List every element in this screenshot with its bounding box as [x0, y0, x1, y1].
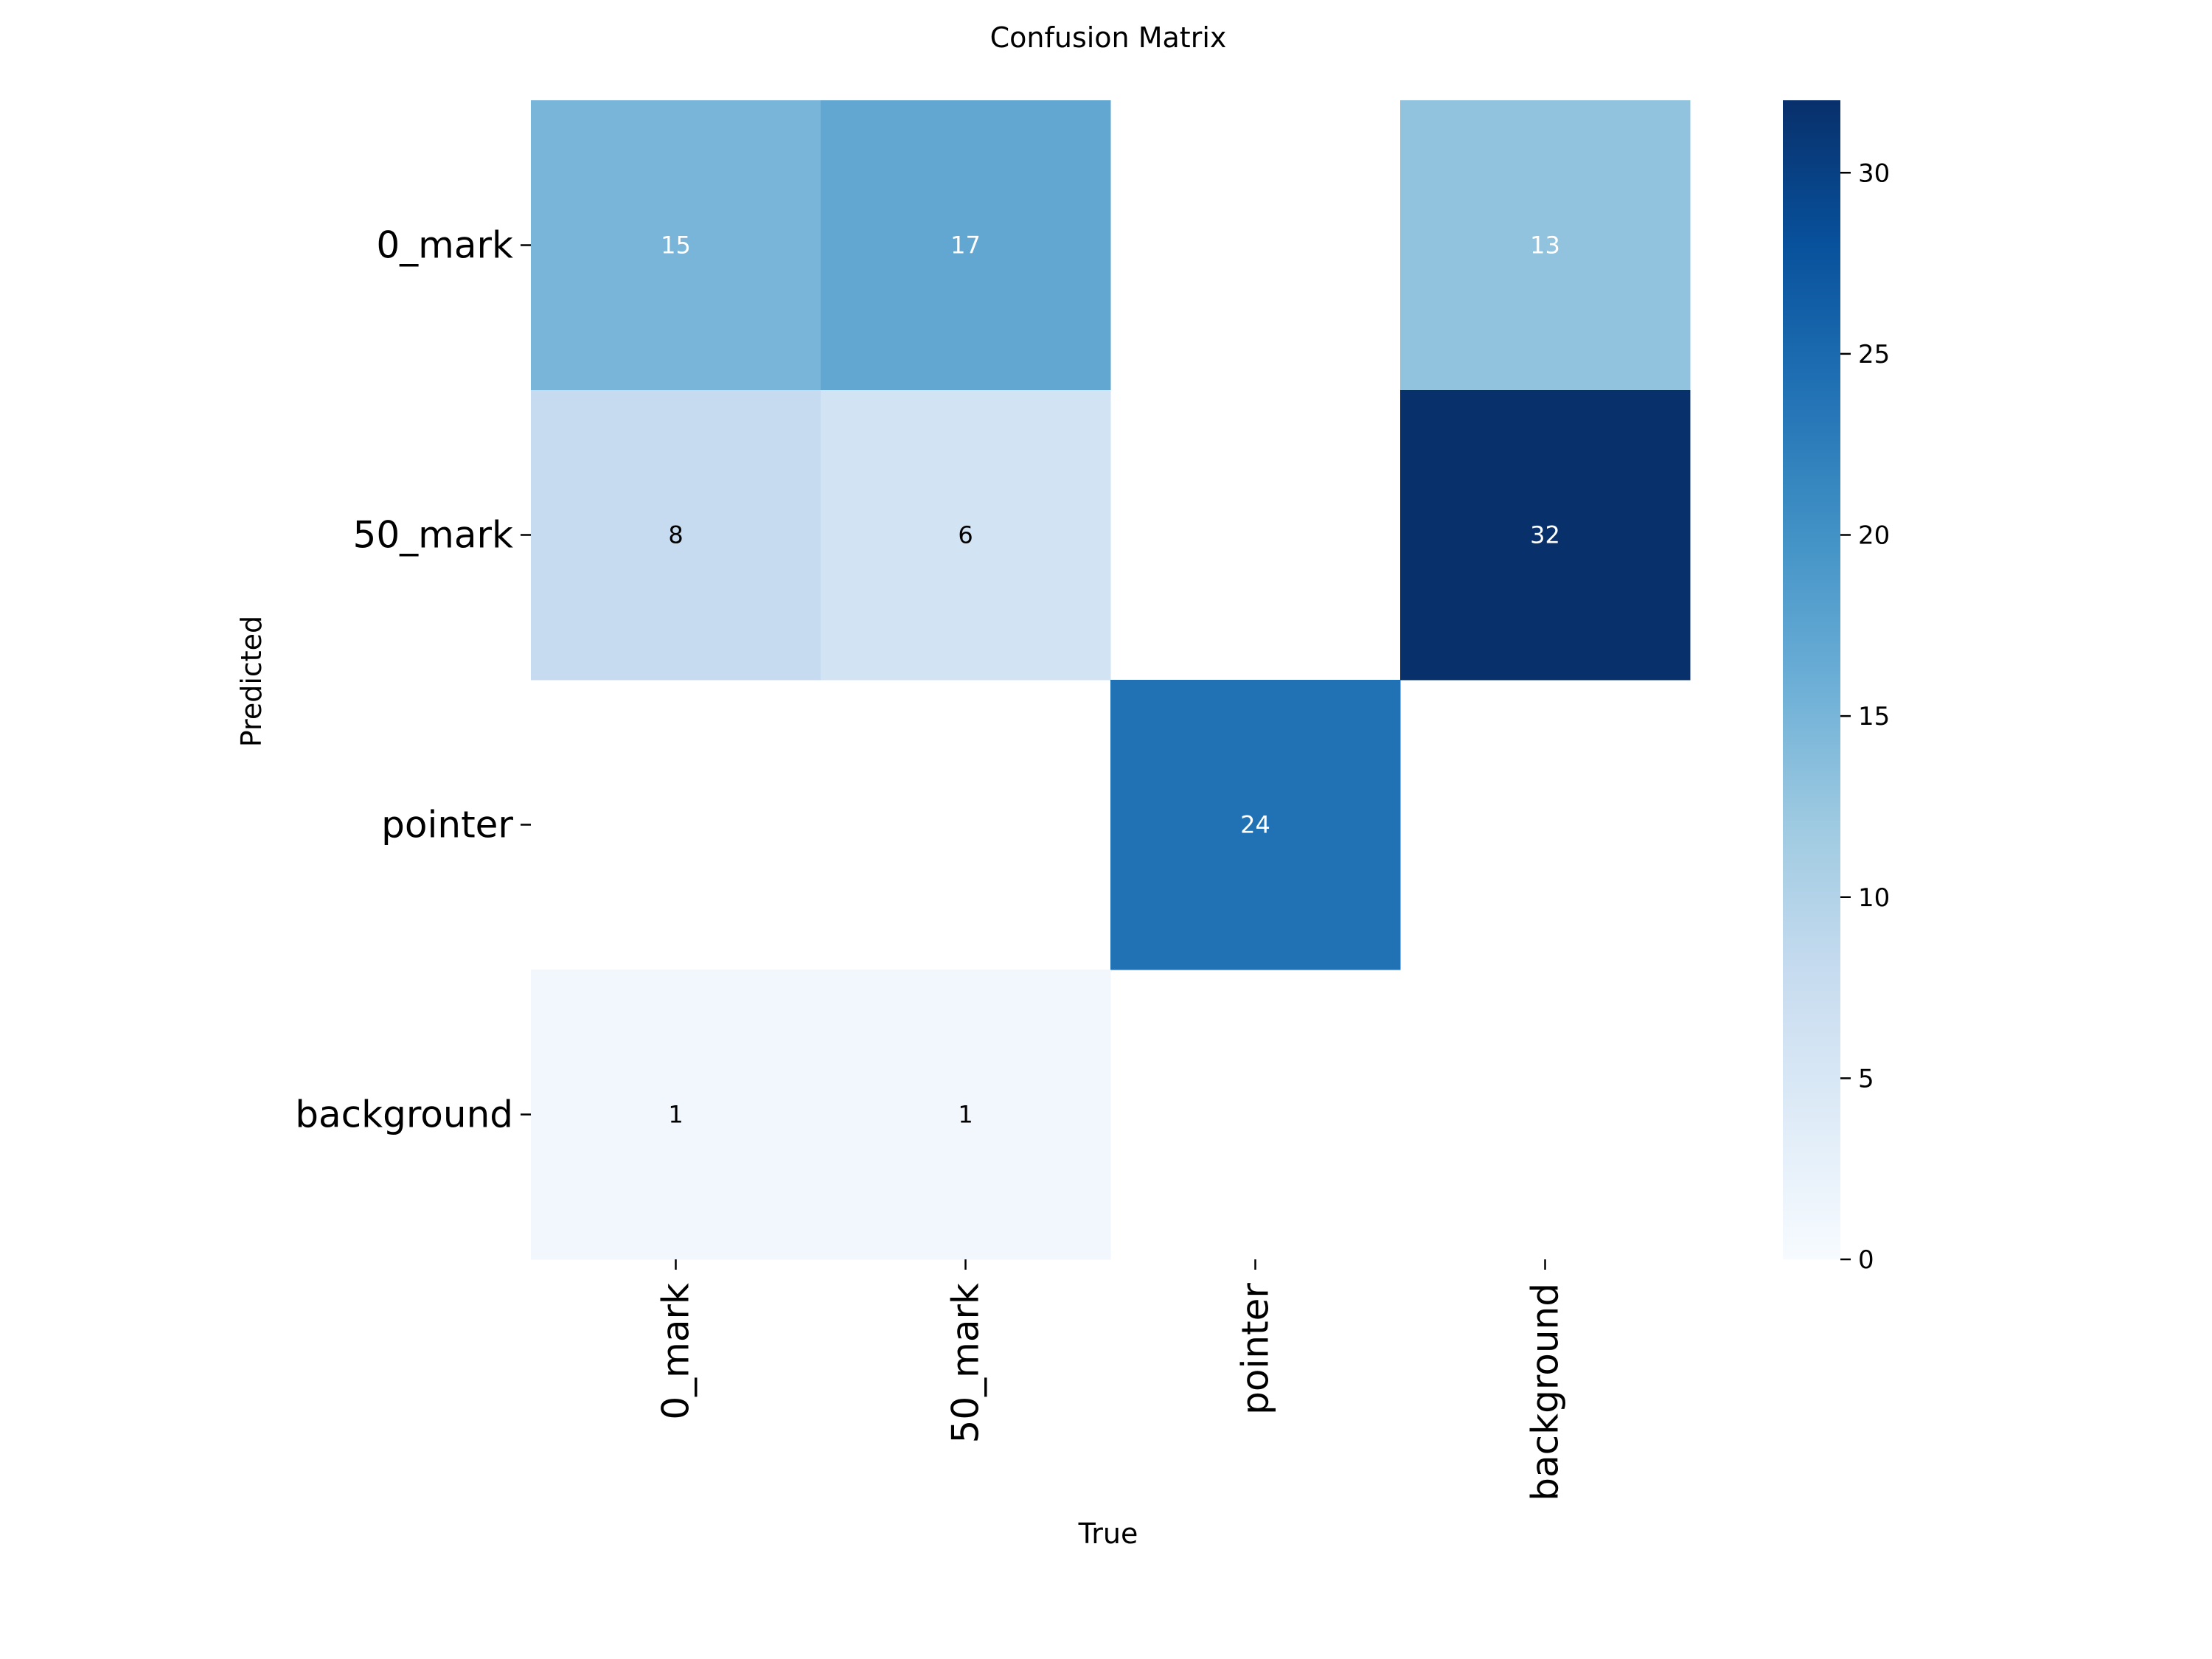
cell-value-label: 6 [958, 521, 973, 549]
cell-value-label: 17 [950, 232, 981, 260]
colorbar-tick-label: 30 [1858, 159, 1890, 188]
y-tick-label: background [295, 1093, 513, 1136]
heatmap-cell [531, 970, 821, 1260]
x-axis-ticks: 0_mark 50_mark pointer background [655, 1259, 1567, 1501]
cell-value-label: 32 [1530, 521, 1560, 549]
x-tick-label: pointer [1234, 1283, 1277, 1415]
y-tick-label: 50_mark [353, 514, 514, 557]
cell-value-label: 1 [668, 1101, 683, 1129]
x-tick-label: 50_mark [945, 1283, 987, 1444]
heatmap-cell [531, 100, 821, 391]
colorbar-tick-label: 5 [1858, 1064, 1874, 1093]
colorbar-tick-label: 10 [1858, 883, 1890, 913]
cell-value-label: 13 [1530, 232, 1560, 260]
chart-title: Confusion Matrix [990, 21, 1227, 54]
heatmap-cell [1110, 680, 1401, 970]
heatmap-cell [821, 390, 1111, 681]
colorbar-tick-label: 0 [1858, 1245, 1874, 1275]
colorbar-tick-label: 20 [1858, 521, 1890, 551]
cell-value-label: 8 [668, 521, 683, 549]
colorbar-tick-label: 25 [1858, 340, 1890, 369]
x-tick-label: 0_mark [655, 1283, 698, 1420]
heatmap-cell [1400, 100, 1691, 391]
y-tick-label: pointer [381, 804, 513, 846]
heatmap-cell [1400, 390, 1691, 681]
cell-value-label: 24 [1240, 811, 1270, 839]
colorbar: 0 5 10 15 20 25 30 [1783, 100, 1890, 1275]
colorbar-tick-label: 15 [1858, 702, 1890, 731]
cell-value-label: 15 [661, 232, 691, 260]
colorbar-gradient [1783, 100, 1840, 1259]
cell-value-labels: 15 17 13 8 6 32 24 1 1 [661, 232, 1560, 1129]
heatmap-cells [531, 100, 1691, 1260]
heatmap-cell [821, 970, 1111, 1260]
cell-value-label: 1 [958, 1101, 973, 1129]
x-tick-label: background [1524, 1283, 1567, 1501]
heatmap-cell [821, 100, 1111, 391]
x-axis-label: True [1078, 1517, 1138, 1550]
y-axis-label: Predicted [235, 616, 268, 747]
heatmap-cell [531, 390, 821, 681]
y-tick-label: 0_mark [376, 224, 513, 267]
